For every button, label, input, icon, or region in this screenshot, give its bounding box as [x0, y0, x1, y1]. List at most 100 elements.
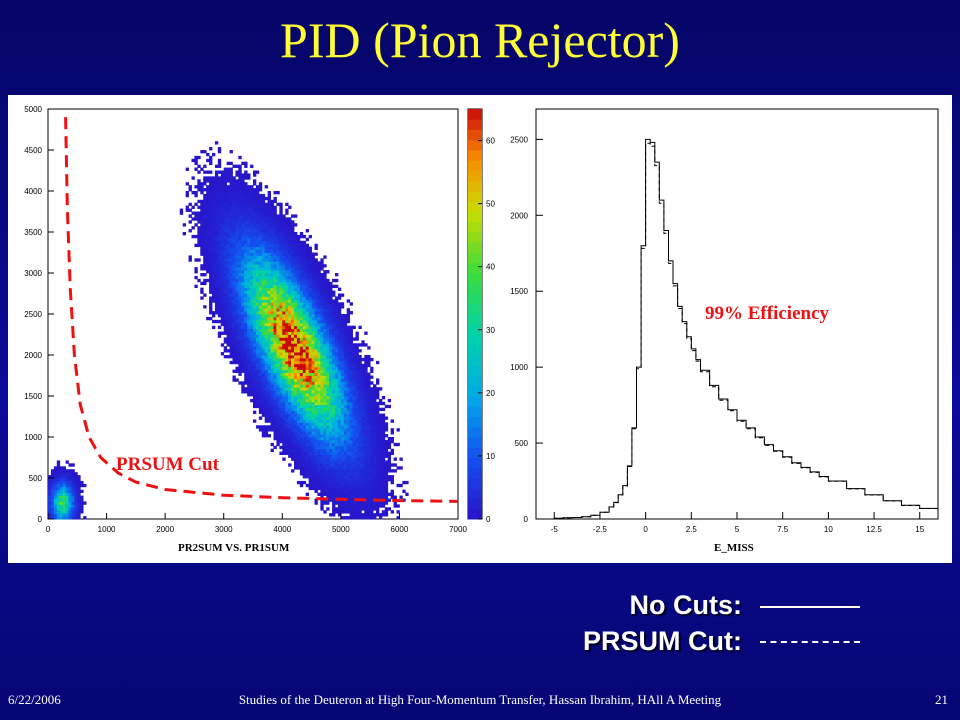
heatmap-cell	[381, 510, 386, 514]
heatmap-cell	[390, 495, 394, 499]
heatmap-cell	[311, 261, 315, 265]
heatmap-cell	[337, 314, 342, 318]
heatmap-cell	[220, 267, 225, 271]
heatmap-cell	[378, 492, 383, 496]
heatmap-cell	[346, 413, 351, 417]
heatmap-cell	[335, 422, 339, 426]
heatmap-cell	[50, 469, 55, 473]
heatmap-cell	[56, 513, 61, 517]
colorbar-tick-label: 0	[486, 515, 491, 524]
heatmap-cell	[291, 451, 295, 455]
heatmap-cell	[387, 507, 392, 511]
heatmap-cell	[267, 340, 271, 344]
heatmap-cell	[311, 363, 315, 368]
heatmap-cell	[311, 349, 315, 353]
heatmap-cell	[253, 372, 257, 376]
heatmap-cell	[355, 510, 359, 514]
heatmap-cell	[253, 393, 257, 397]
heatmap-cell	[299, 378, 304, 382]
heatmap-cell	[329, 346, 333, 350]
heatmap-cell	[358, 325, 362, 330]
heatmap-cell	[50, 486, 55, 491]
heatmap-cell	[282, 220, 286, 224]
heatmap-cell	[209, 243, 213, 248]
heatmap-cell	[349, 422, 353, 426]
heatmap-cell	[296, 413, 301, 417]
heatmap-cell	[264, 237, 269, 242]
heatmap-cell	[346, 349, 351, 353]
heatmap-cell	[56, 475, 61, 479]
heatmap-cell	[185, 208, 189, 212]
heatmap-cell	[235, 278, 239, 283]
heatmap-cell	[270, 410, 274, 414]
heatmap-cell	[390, 463, 394, 467]
heatmap-cell	[282, 325, 286, 330]
heatmap-cell	[305, 431, 310, 435]
heatmap-cell	[326, 410, 330, 414]
heatmap-cell	[235, 258, 239, 262]
heatmap-cell	[311, 311, 315, 315]
heatmap-cell	[288, 243, 292, 248]
heatmap-cell	[255, 384, 260, 388]
heatmap-cell	[335, 296, 339, 300]
heatmap-cell	[255, 258, 260, 262]
heatmap-cell	[308, 416, 312, 420]
heatmap-cell	[279, 278, 283, 283]
heatmap-cell	[320, 311, 324, 315]
heatmap-cell	[346, 469, 351, 473]
heatmap-cell	[305, 357, 310, 362]
heatmap-cell	[308, 340, 312, 344]
heatmap-cell	[317, 396, 321, 400]
heatmap-cell	[340, 478, 345, 482]
heatmap-cell	[261, 319, 266, 324]
heatmap-cell	[340, 346, 345, 350]
heatmap-cell	[220, 185, 225, 189]
heatmap-cell	[62, 492, 66, 496]
heatmap-cell	[308, 428, 312, 432]
heatmap-cell	[220, 319, 225, 324]
heatmap-cell	[276, 425, 280, 429]
heatmap-cell	[250, 273, 254, 277]
heatmap-cell	[361, 428, 365, 432]
heatmap-cell	[302, 343, 307, 347]
heatmap-cell	[253, 191, 257, 195]
heatmap-cell	[206, 158, 210, 163]
heatmap-cell	[314, 439, 318, 444]
heatmap-cell	[223, 185, 228, 189]
heatmap-cell	[320, 413, 324, 417]
heatmap-cell	[311, 410, 315, 414]
heatmap-cell	[288, 448, 292, 453]
heatmap-cell	[326, 296, 330, 300]
heatmap-cell	[226, 281, 230, 286]
heatmap-cell	[206, 193, 210, 198]
heatmap-cell	[285, 439, 289, 444]
heatmap-cell	[217, 170, 222, 174]
heatmap-cell	[258, 346, 263, 350]
heatmap-cell	[299, 483, 304, 488]
heatmap-cell	[358, 442, 362, 447]
heatmap-cell	[376, 439, 380, 444]
heatmap-cell	[308, 425, 312, 429]
heatmap-cell	[285, 293, 289, 297]
heatmap-cell	[258, 407, 263, 412]
heatmap-cell	[335, 460, 339, 464]
heatmap-cell	[305, 437, 310, 441]
heatmap-cell	[212, 237, 216, 242]
heatmap-cell	[276, 270, 280, 274]
heatmap-cell	[282, 293, 286, 297]
heatmap-cell	[358, 486, 362, 491]
heatmap-cell	[223, 305, 228, 309]
heatmap-cell	[317, 328, 321, 332]
heatmap-cell	[200, 264, 204, 268]
heatmap-cell	[305, 372, 310, 376]
heatmap-cell	[299, 243, 304, 248]
heatmap-cell	[320, 325, 324, 330]
heatmap-cell	[220, 202, 225, 207]
heatmap-cell	[317, 384, 321, 388]
heatmap-cell	[291, 390, 295, 394]
heatmap-cell	[349, 337, 353, 341]
heatmap-cell	[229, 352, 233, 356]
heatmap-cell	[296, 451, 301, 455]
heatmap-cell	[212, 252, 216, 256]
heatmap-cell	[59, 483, 64, 488]
